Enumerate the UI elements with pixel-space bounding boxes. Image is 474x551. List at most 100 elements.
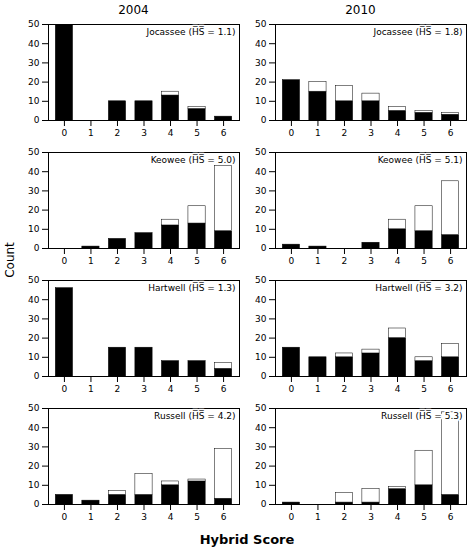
svg-text:40: 40: [28, 423, 40, 433]
svg-text:10: 10: [255, 480, 267, 490]
svg-text:6: 6: [448, 128, 454, 138]
svg-text:20: 20: [255, 461, 267, 471]
svg-text:50: 50: [28, 147, 40, 157]
svg-text:0: 0: [261, 499, 267, 509]
svg-text:20: 20: [255, 333, 267, 343]
svg-text:Jocassee (H̅S̅ = 1.1): Jocassee (H̅S̅ = 1.1): [145, 26, 235, 37]
svg-text:30: 30: [28, 314, 40, 324]
svg-text:50: 50: [28, 275, 40, 285]
svg-text:0: 0: [261, 115, 267, 125]
svg-text:50: 50: [255, 19, 267, 29]
svg-text:20: 20: [255, 205, 267, 215]
svg-text:0: 0: [62, 384, 68, 394]
svg-text:50: 50: [255, 275, 267, 285]
svg-text:10: 10: [28, 96, 40, 106]
svg-text:4: 4: [395, 256, 401, 266]
svg-text:Keowee (H̅S̅ = 5.1): Keowee (H̅S̅ = 5.1): [378, 154, 463, 165]
svg-text:50: 50: [255, 147, 267, 157]
svg-text:4: 4: [168, 256, 174, 266]
svg-text:40: 40: [255, 39, 267, 49]
svg-text:0: 0: [34, 115, 40, 125]
svg-text:0: 0: [289, 128, 295, 138]
svg-text:0: 0: [34, 243, 40, 253]
svg-text:1: 1: [315, 384, 321, 394]
svg-text:Hartwell (H̅S̅ = 1.3): Hartwell (H̅S̅ = 1.3): [148, 282, 235, 293]
svg-text:Jocassee (H̅S̅ = 1.8): Jocassee (H̅S̅ = 1.8): [372, 26, 462, 37]
svg-text:2: 2: [115, 128, 121, 138]
svg-text:10: 10: [255, 224, 267, 234]
svg-text:30: 30: [28, 442, 40, 452]
svg-text:1: 1: [88, 256, 94, 266]
svg-text:2: 2: [115, 256, 121, 266]
svg-text:6: 6: [221, 512, 227, 522]
svg-text:5: 5: [194, 256, 200, 266]
svg-text:3: 3: [368, 128, 374, 138]
svg-text:1: 1: [315, 256, 321, 266]
svg-text:4: 4: [395, 384, 401, 394]
svg-text:Keowee (H̅S̅ = 5.0): Keowee (H̅S̅ = 5.0): [151, 154, 236, 165]
svg-text:30: 30: [28, 186, 40, 196]
svg-text:2: 2: [115, 512, 121, 522]
svg-text:3: 3: [141, 512, 147, 522]
svg-text:Russell (H̅S̅ = 5.3): Russell (H̅S̅ = 5.3): [381, 410, 462, 421]
svg-text:30: 30: [255, 442, 267, 452]
svg-text:10: 10: [28, 352, 40, 362]
svg-text:1: 1: [315, 128, 321, 138]
svg-text:30: 30: [255, 58, 267, 68]
svg-text:0: 0: [62, 256, 68, 266]
svg-text:1: 1: [88, 384, 94, 394]
svg-text:0: 0: [34, 371, 40, 381]
svg-text:Hartwell (H̅S̅ = 3.2): Hartwell (H̅S̅ = 3.2): [375, 282, 462, 293]
svg-text:50: 50: [28, 19, 40, 29]
svg-text:5: 5: [194, 512, 200, 522]
svg-text:6: 6: [448, 384, 454, 394]
svg-text:30: 30: [255, 186, 267, 196]
svg-text:10: 10: [255, 352, 267, 362]
svg-text:2: 2: [342, 128, 348, 138]
svg-text:1: 1: [315, 512, 321, 522]
svg-text:30: 30: [28, 58, 40, 68]
svg-text:6: 6: [221, 384, 227, 394]
svg-text:20: 20: [255, 77, 267, 87]
svg-text:4: 4: [395, 512, 401, 522]
svg-text:4: 4: [168, 128, 174, 138]
svg-text:1: 1: [88, 128, 94, 138]
svg-text:40: 40: [28, 167, 40, 177]
svg-text:2: 2: [342, 512, 348, 522]
svg-text:20: 20: [28, 205, 40, 215]
svg-text:3: 3: [368, 256, 374, 266]
svg-text:20: 20: [28, 333, 40, 343]
svg-text:50: 50: [28, 403, 40, 413]
svg-text:10: 10: [255, 96, 267, 106]
svg-text:5: 5: [194, 128, 200, 138]
svg-text:20: 20: [28, 77, 40, 87]
svg-text:5: 5: [421, 512, 427, 522]
svg-text:4: 4: [168, 384, 174, 394]
svg-text:0: 0: [289, 256, 295, 266]
svg-text:6: 6: [221, 256, 227, 266]
svg-text:3: 3: [141, 384, 147, 394]
svg-text:5: 5: [421, 128, 427, 138]
svg-text:0: 0: [289, 384, 295, 394]
svg-text:0: 0: [62, 128, 68, 138]
svg-text:2: 2: [342, 256, 348, 266]
svg-text:4: 4: [168, 512, 174, 522]
svg-text:20: 20: [28, 461, 40, 471]
svg-text:0: 0: [261, 371, 267, 381]
svg-text:40: 40: [255, 167, 267, 177]
svg-text:6: 6: [448, 512, 454, 522]
svg-text:5: 5: [194, 384, 200, 394]
svg-text:30: 30: [255, 314, 267, 324]
svg-text:40: 40: [255, 295, 267, 305]
svg-text:40: 40: [28, 295, 40, 305]
svg-text:0: 0: [62, 512, 68, 522]
svg-text:10: 10: [28, 480, 40, 490]
svg-text:50: 50: [255, 403, 267, 413]
svg-text:3: 3: [368, 384, 374, 394]
svg-text:5: 5: [421, 256, 427, 266]
svg-text:4: 4: [395, 128, 401, 138]
svg-text:1: 1: [88, 512, 94, 522]
svg-text:2: 2: [342, 384, 348, 394]
svg-text:40: 40: [255, 423, 267, 433]
svg-text:6: 6: [448, 256, 454, 266]
